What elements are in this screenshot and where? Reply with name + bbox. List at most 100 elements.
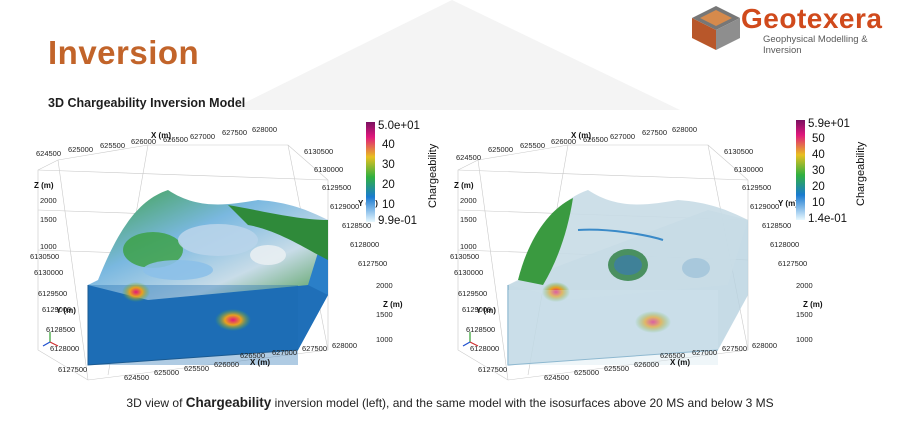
orientation-axes-icon xyxy=(42,332,59,347)
svg-text:625500: 625500 xyxy=(604,364,629,373)
svg-text:6130000: 6130000 xyxy=(734,165,763,174)
z-ticks-left: 2000 1500 1000 xyxy=(40,196,57,251)
colorbar-label-min: 9.9e-01 xyxy=(378,215,417,227)
x-axis-label-bottom: X (m) xyxy=(250,358,270,367)
svg-text:6129500: 6129500 xyxy=(742,183,771,192)
svg-text:6129000: 6129000 xyxy=(462,305,491,314)
svg-text:626000: 626000 xyxy=(131,137,156,146)
svg-text:624500: 624500 xyxy=(124,373,149,382)
svg-text:6129000: 6129000 xyxy=(330,202,359,211)
svg-text:1000: 1000 xyxy=(460,242,477,251)
svg-text:2000: 2000 xyxy=(460,196,477,205)
svg-text:6127500: 6127500 xyxy=(58,365,87,374)
top-left-corner-tick: 624500 xyxy=(36,149,61,158)
svg-text:20: 20 xyxy=(382,179,395,191)
svg-text:6129000: 6129000 xyxy=(750,202,779,211)
left-chargeability-figure: X (m) X (m) Y (m) Y (m) Z (m) Z (m) 6245… xyxy=(28,110,468,385)
svg-text:6127500: 6127500 xyxy=(778,259,807,268)
colorbar: 5.9e+01 50 40 30 20 10 1.4e-01 Chargeabi… xyxy=(796,118,867,225)
z-axis-label-left: Z (m) xyxy=(34,181,54,190)
svg-text:6128500: 6128500 xyxy=(342,221,371,230)
svg-text:627000: 627000 xyxy=(610,132,635,141)
right-3d-render: X (m) X (m) Y (m) Y (m) Z (m) Z (m) 6245… xyxy=(450,118,867,382)
svg-text:20: 20 xyxy=(812,181,825,193)
svg-text:628000: 628000 xyxy=(252,125,277,134)
svg-text:626500: 626500 xyxy=(583,135,608,144)
caption-prefix: 3D view of xyxy=(126,396,183,410)
svg-text:6130000: 6130000 xyxy=(34,268,63,277)
colorbar-label-max: 5.9e+01 xyxy=(808,118,850,130)
svg-text:627500: 627500 xyxy=(222,128,247,137)
svg-text:6129500: 6129500 xyxy=(322,183,351,192)
x-ticks-bottom: 624500 625000 625500 626000 626500 62700… xyxy=(124,341,357,382)
y-ticks-right: 6130500 6130000 6129500 6129000 6128500 … xyxy=(724,147,807,268)
logo-tagline: Geophysical Modelling & Inversion xyxy=(763,34,868,56)
orientation-axes-icon xyxy=(462,332,479,347)
svg-text:6130500: 6130500 xyxy=(450,252,479,261)
svg-text:6130500: 6130500 xyxy=(304,147,333,156)
svg-text:628000: 628000 xyxy=(332,341,357,350)
z-ticks-right: 2000 1500 1000 xyxy=(376,281,393,344)
svg-text:10: 10 xyxy=(382,199,395,211)
x-axis-label-top: X (m) xyxy=(151,131,171,140)
svg-text:6130000: 6130000 xyxy=(454,268,483,277)
svg-text:6129000: 6129000 xyxy=(42,305,71,314)
x-axis-label-top: X (m) xyxy=(571,131,591,140)
svg-text:6130500: 6130500 xyxy=(30,252,59,261)
colorbar-title: Chargeability xyxy=(855,141,867,206)
y-axis-label-left: Y (m) xyxy=(56,306,76,315)
svg-text:6128500: 6128500 xyxy=(466,325,495,334)
z-axis-label-left: Z (m) xyxy=(454,181,474,190)
colorbar-title: Chargeability xyxy=(427,143,439,208)
svg-text:627000: 627000 xyxy=(692,348,717,357)
x-ticks-top: 625000 625500 626000 626500 627000 62750… xyxy=(68,125,277,154)
svg-text:628000: 628000 xyxy=(752,341,777,350)
svg-text:40: 40 xyxy=(382,139,395,151)
logo-name: Geotexera xyxy=(741,3,883,34)
colorbar: 5.0e+01 40 30 20 10 9.9e-01 Chargeabilit… xyxy=(366,120,439,227)
svg-text:1500: 1500 xyxy=(796,310,813,319)
svg-text:30: 30 xyxy=(812,165,825,177)
chargeability-model-volume xyxy=(87,190,328,366)
svg-text:6129500: 6129500 xyxy=(458,289,487,298)
svg-text:30: 30 xyxy=(382,159,395,171)
svg-text:625000: 625000 xyxy=(68,145,93,154)
caption-bold: Chargeability xyxy=(185,395,272,410)
x-ticks-top: 625000 625500 626000 626500 627000 62750… xyxy=(488,125,697,154)
svg-text:627500: 627500 xyxy=(302,344,327,353)
svg-text:625500: 625500 xyxy=(100,141,125,150)
svg-text:40: 40 xyxy=(812,149,825,161)
svg-text:626500: 626500 xyxy=(163,135,188,144)
svg-text:626000: 626000 xyxy=(634,360,659,369)
svg-text:6129500: 6129500 xyxy=(38,289,67,298)
section-subtitle: 3D Chargeability Inversion Model xyxy=(48,96,246,110)
svg-text:627000: 627000 xyxy=(190,132,215,141)
svg-text:2000: 2000 xyxy=(376,281,393,290)
svg-text:1000: 1000 xyxy=(376,335,393,344)
svg-text:6128000: 6128000 xyxy=(470,344,499,353)
caption-suffix: inversion model (left), and the same mod… xyxy=(274,396,774,410)
z-axis-label-right: Z (m) xyxy=(803,300,823,309)
svg-text:50: 50 xyxy=(812,133,825,145)
z-ticks-right: 2000 1500 1000 xyxy=(796,281,813,344)
svg-text:6130500: 6130500 xyxy=(724,147,753,156)
svg-text:6128000: 6128000 xyxy=(50,344,79,353)
y-axis-label-left: Y (m) xyxy=(476,306,496,315)
geotexera-cube-icon xyxy=(692,6,740,50)
svg-text:1500: 1500 xyxy=(376,310,393,319)
svg-text:6128000: 6128000 xyxy=(770,240,799,249)
figure-caption: 3D view of Chargeability inversion model… xyxy=(0,395,900,410)
svg-text:628000: 628000 xyxy=(672,125,697,134)
page-title: Inversion xyxy=(48,34,200,71)
x-axis-label-bottom: X (m) xyxy=(670,358,690,367)
svg-text:624500: 624500 xyxy=(544,373,569,382)
svg-text:1000: 1000 xyxy=(40,242,57,251)
svg-text:627500: 627500 xyxy=(642,128,667,137)
svg-text:1500: 1500 xyxy=(460,215,477,224)
svg-text:6127500: 6127500 xyxy=(478,365,507,374)
svg-text:1000: 1000 xyxy=(796,335,813,344)
y-axis-label-right: Y (m) xyxy=(778,199,798,208)
isosurface-model-volume xyxy=(507,190,748,366)
y-ticks-right: 6130500 6130000 6129500 6129000 6128500 … xyxy=(304,147,387,268)
